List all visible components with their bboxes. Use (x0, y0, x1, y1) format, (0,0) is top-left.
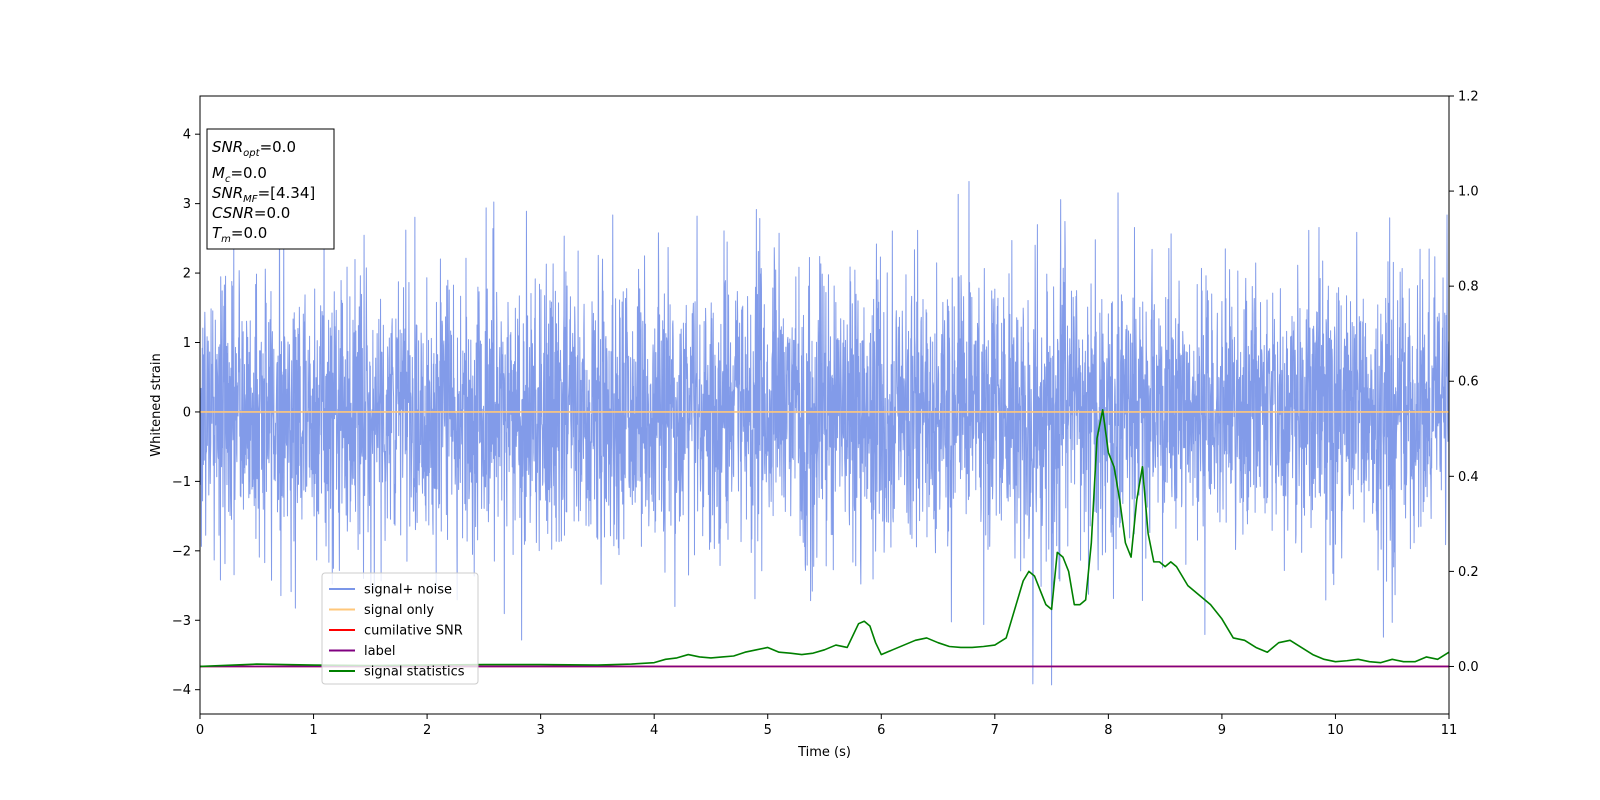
legend-entry-label: label (364, 644, 395, 659)
info-snr-mf: SNRMF=[4.34] (212, 184, 315, 205)
series-signal-noise-line (200, 180, 1449, 686)
info-mc: Mc=0.0 (212, 164, 267, 185)
legend-entry-label: signal statistics (364, 665, 465, 680)
y-tick-label: −4 (172, 683, 191, 698)
y2-tick-label: 1.0 (1458, 185, 1479, 200)
y2-tick-label: 0.6 (1458, 375, 1479, 390)
legend-frame (321, 572, 479, 685)
legend-entry-label: signal+ noise (364, 583, 452, 598)
series-signal-statistics-line (200, 408, 1449, 668)
info-box: SNRopt=0.0 Mc=0.0 SNRMF=[4.34] CSNR=0.0 … (206, 128, 335, 250)
legend-entry-label: cumilative SNR (364, 624, 463, 639)
x-axis-label: Time (s) (797, 745, 851, 760)
x-tick-label: 4 (650, 723, 658, 738)
y2-tick-label: 0.4 (1458, 470, 1479, 485)
y-tick-label: −2 (172, 544, 191, 559)
y-tick-label: −1 (172, 475, 191, 490)
legend: signal+ noise signal only cumilative SNR la… (321, 572, 479, 685)
x-tick-label: 10 (1327, 723, 1344, 738)
y2-tick-label: 0.0 (1458, 660, 1479, 675)
y-tick-label: −3 (172, 614, 191, 629)
x-tick-label: 9 (1218, 723, 1226, 738)
x-tick-label: 7 (991, 723, 999, 738)
info-tm: Tm=0.0 (212, 224, 267, 245)
y2-tick-label: 1.2 (1458, 90, 1479, 105)
x-tick-label: 3 (536, 723, 544, 738)
y-tick-label: 1 (183, 336, 191, 351)
plot-frame (199, 95, 1450, 715)
y-tick-label: 3 (183, 197, 191, 212)
x-tick-label: 11 (1441, 723, 1458, 738)
y-tick-label: 0 (183, 405, 191, 420)
axes-layer: 0 1 2 3 4 5 6 7 8 9 10 11 −4 −3 −2 −1 0 1 2 3 4 0.0 0.2 0.4 0.6 0… (172, 90, 1479, 739)
x-tick-label: 8 (1104, 723, 1112, 738)
x-tick-label: 5 (764, 723, 772, 738)
y2-tick-label: 0.8 (1458, 280, 1479, 295)
y-tick-label: 2 (183, 267, 191, 282)
y-axis-label: Whitened strain (149, 353, 164, 456)
info-box-frame (206, 128, 335, 250)
info-csnr: CSNR=0.0 (212, 204, 290, 222)
x-tick-label: 0 (196, 723, 204, 738)
x-tick-label: 1 (309, 723, 317, 738)
info-snr-opt: SNRopt=0.0 (212, 138, 296, 159)
legend-entry-label: signal only (364, 603, 434, 618)
y-tick-label: 4 (183, 128, 191, 143)
y2-tick-label: 0.2 (1458, 565, 1479, 580)
x-tick-label: 6 (877, 723, 885, 738)
x-tick-label: 2 (423, 723, 431, 738)
